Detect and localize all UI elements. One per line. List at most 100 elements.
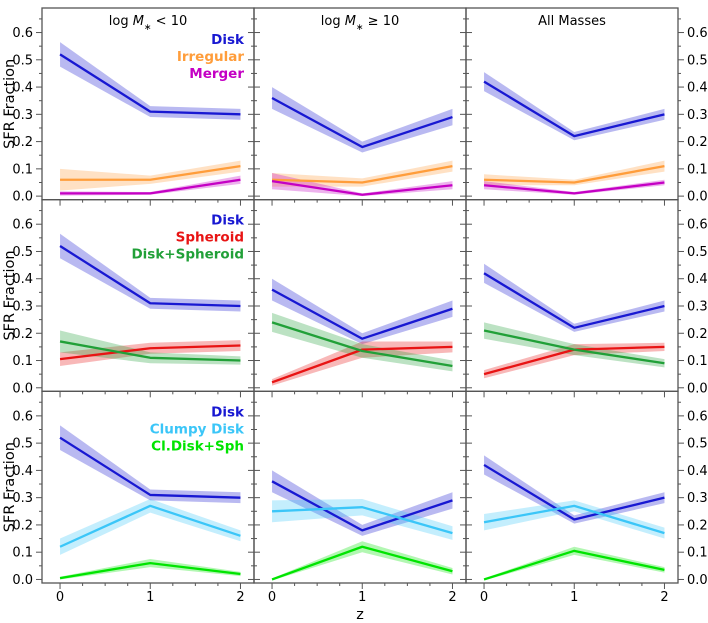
- error-band-disk: [484, 72, 665, 141]
- y-tick-label-right: 0.0: [687, 573, 708, 588]
- error-band-disk-spheroid: [272, 312, 453, 372]
- x-tick-label: 2: [236, 590, 244, 605]
- y-tick-label-left: 0.1: [12, 162, 33, 177]
- line-cl-disk-sph: [59, 561, 241, 580]
- x-tick-label: 0: [56, 590, 64, 605]
- y-tick-label-left: 0.2: [12, 518, 33, 533]
- column-title: All Masses: [538, 14, 606, 29]
- error-band-clumpy-disk: [60, 499, 241, 555]
- x-tick-label: 1: [570, 590, 578, 605]
- line-clumpy-disk: [483, 504, 665, 535]
- legend-label-disk: Disk: [211, 32, 245, 48]
- line-disk: [59, 245, 241, 308]
- y-tick-label-left: 0.6: [12, 26, 33, 41]
- legend-label-disk: Disk: [211, 404, 245, 420]
- column-title: log M∗ ≥ 10: [321, 14, 400, 33]
- y-axis-label: SFR Fraction: [2, 250, 18, 340]
- line-clumpy-disk: [59, 504, 241, 548]
- legend-label-cl-disk-sph: Cl.Disk+Sph: [151, 438, 244, 454]
- y-tick-label-left: 0.2: [12, 135, 33, 150]
- line-merger: [60, 178, 241, 195]
- line-clumpy-disk: [271, 506, 453, 535]
- y-tick-label-right: 0.5: [687, 53, 708, 68]
- y-tick-label-right: 0.6: [687, 218, 708, 233]
- line-disk: [271, 288, 453, 340]
- y-tick-label-right: 0.2: [687, 518, 708, 533]
- error-band-disk-spheroid: [60, 330, 241, 365]
- y-tick-label-right: 0.6: [687, 26, 708, 41]
- line-merger: [483, 181, 665, 195]
- x-tick-label: 1: [358, 590, 366, 605]
- y-tick-label-left: 0.4: [12, 464, 33, 479]
- y-tick-label-right: 0.1: [687, 546, 708, 561]
- error-band-clumpy-disk: [484, 500, 665, 539]
- error-band-irregular: [60, 160, 241, 191]
- y-tick-label-left: 0.5: [12, 245, 33, 260]
- line-spheroid: [271, 345, 453, 384]
- error-band-disk: [60, 425, 241, 504]
- error-band-irregular: [484, 160, 665, 186]
- y-tick-label-left: 0.5: [12, 53, 33, 68]
- error-band-disk: [272, 278, 453, 345]
- line-disk: [271, 480, 453, 532]
- error-band-disk: [484, 263, 665, 332]
- line-disk: [483, 463, 665, 521]
- y-tick-label-right: 0.1: [687, 354, 708, 369]
- error-band-spheroid: [272, 341, 453, 386]
- line-cl-disk-sph: [271, 545, 453, 581]
- y-tick-label-right: 0.1: [687, 162, 708, 177]
- x-tick-label: 0: [480, 590, 488, 605]
- error-band-disk: [484, 455, 665, 524]
- error-band-disk: [60, 42, 241, 120]
- legend-label-clumpy-disk: Clumpy Disk: [150, 421, 245, 437]
- x-tick-label: 2: [448, 590, 456, 605]
- legend-label-disk-spheroid: Disk+Spheroid: [131, 247, 244, 263]
- y-tick-label-right: 0.3: [687, 299, 708, 314]
- legend-label-disk: Disk: [211, 213, 245, 229]
- y-tick-label-left: 0.0: [12, 190, 33, 205]
- line-disk-spheroid: [483, 329, 665, 365]
- y-axis-label: SFR Fraction: [2, 442, 18, 532]
- error-band-disk: [272, 87, 453, 153]
- x-tick-label: 1: [146, 590, 154, 605]
- error-band-merger: [484, 179, 665, 195]
- y-tick-label-left: 0.4: [12, 81, 33, 96]
- line-cl-disk-sph: [483, 549, 665, 581]
- y-tick-label-left: 0.1: [12, 546, 33, 561]
- line-disk: [59, 53, 241, 116]
- legend-label-irregular: Irregular: [177, 49, 245, 65]
- line-disk-spheroid: [271, 321, 453, 368]
- y-tick-label-left: 0.0: [12, 573, 33, 588]
- y-tick-label-left: 0.1: [12, 354, 33, 369]
- y-tick-label-right: 0.0: [687, 190, 708, 205]
- y-tick-label-right: 0.0: [687, 381, 708, 396]
- y-tick-label-right: 0.2: [687, 135, 708, 150]
- line-disk: [483, 272, 665, 329]
- legend-label-merger: Merger: [189, 66, 244, 82]
- y-tick-label-right: 0.5: [687, 437, 708, 452]
- error-band-disk: [60, 233, 241, 312]
- panel-border: [465, 390, 679, 584]
- y-tick-label-left: 0.0: [12, 381, 33, 396]
- y-tick-label-right: 0.5: [687, 245, 708, 260]
- line-spheroid: [59, 344, 241, 361]
- line-irregular: [60, 164, 241, 181]
- y-tick-label-right: 0.6: [687, 409, 708, 424]
- y-tick-label-left: 0.5: [12, 437, 33, 452]
- line-disk: [271, 96, 453, 149]
- line-disk: [59, 436, 241, 499]
- column-title: log M∗ < 10: [109, 14, 188, 33]
- y-tick-label-right: 0.4: [687, 272, 708, 287]
- x-tick-label: 0: [268, 590, 276, 605]
- line-disk-spheroid: [59, 340, 241, 362]
- line-irregular: [272, 165, 453, 184]
- x-axis-label: z: [356, 607, 364, 623]
- y-tick-label-right: 0.3: [687, 491, 708, 506]
- y-tick-label-right: 0.3: [687, 108, 708, 123]
- y-axis-label: SFR Fraction: [2, 59, 18, 149]
- y-tick-label-left: 0.3: [12, 491, 33, 506]
- y-tick-label-right: 0.4: [687, 81, 708, 96]
